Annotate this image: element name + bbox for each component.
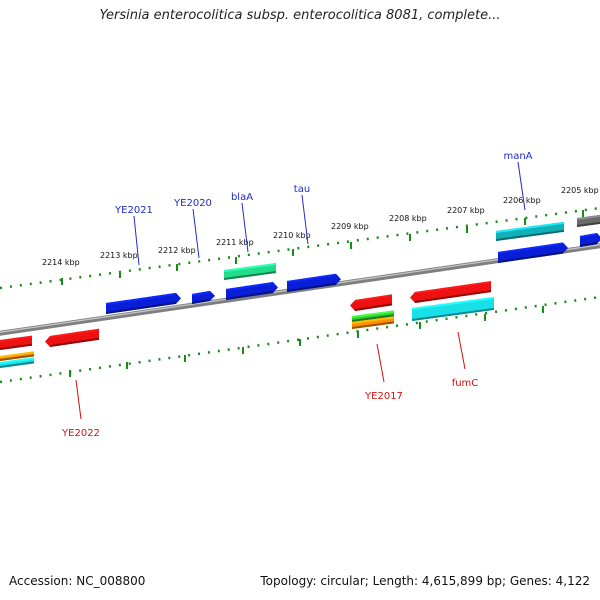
scale-track-top bbox=[0, 206, 600, 290]
scale-label-3: 2211 kbp bbox=[216, 238, 254, 247]
map-title: Yersinia enterocolitica subsp. enterocol… bbox=[99, 8, 501, 23]
gene-blaa[interactable] bbox=[225, 281, 278, 300]
gene-ye2020-shadow bbox=[191, 298, 211, 304]
scale-label-7: 2207 kbp bbox=[447, 206, 485, 215]
feature-teal-mana-highlight bbox=[495, 221, 565, 233]
scale-label-0: 2214 kbp bbox=[42, 258, 80, 267]
leader-line-ye2020 bbox=[192, 208, 200, 259]
gene-label-ye2022[interactable]: YE2022 bbox=[61, 428, 100, 439]
feature-cyan-edge-highlight bbox=[0, 357, 35, 364]
gene-mana-body bbox=[498, 242, 568, 263]
gene-label-fumc[interactable]: fumC bbox=[452, 378, 479, 389]
scale-label-8: 2206 kbp bbox=[503, 196, 541, 205]
gene-fumc-highlight bbox=[414, 281, 492, 294]
gene-ye2022-shadow bbox=[49, 337, 100, 347]
accession-label: Accession: NC_008800 bbox=[9, 574, 146, 588]
gene-label-tau[interactable]: tau bbox=[294, 184, 310, 195]
gene-mana-shadow bbox=[497, 251, 564, 263]
feature-gray-edge[interactable] bbox=[576, 214, 600, 227]
gene-ye2022-body bbox=[45, 328, 99, 347]
gene-reverse-edge-shadow bbox=[0, 343, 33, 350]
scale-label-5: 2209 kbp bbox=[331, 222, 369, 231]
feature-green-blaa-highlight bbox=[223, 262, 277, 272]
leader-line-fumc bbox=[457, 331, 466, 370]
scale-label-4: 2210 kbp bbox=[273, 231, 311, 240]
gene-fumc-body bbox=[410, 281, 491, 303]
gene-tau-body bbox=[287, 273, 341, 292]
gene-tau-shadow bbox=[286, 282, 337, 292]
gene-ye2017[interactable] bbox=[350, 294, 393, 311]
scale-label-2: 2212 kbp bbox=[158, 246, 196, 255]
feature-cyan-edge[interactable] bbox=[0, 357, 35, 368]
feature-orange-edge-highlight bbox=[0, 351, 35, 358]
gene-label-blaa[interactable]: blaA bbox=[231, 192, 253, 203]
gene-forward-edge-shadow bbox=[579, 242, 598, 247]
feature-orange-ye2017-shadow bbox=[351, 321, 395, 329]
feature-cyan-fumc-highlight bbox=[411, 296, 495, 310]
gene-ye2020-highlight bbox=[191, 290, 211, 296]
gene-ye2017-highlight bbox=[354, 294, 393, 302]
leader-line-ye2021 bbox=[133, 215, 140, 266]
genome-summary: Topology: circular; Length: 4,615,899 bp… bbox=[260, 574, 590, 588]
leader-line-mana bbox=[517, 161, 526, 211]
gene-ye2021-highlight bbox=[105, 292, 177, 305]
feature-orange-ye2017[interactable] bbox=[351, 316, 395, 329]
feature-cyan-edge-shadow bbox=[0, 361, 35, 368]
gene-ye2020[interactable] bbox=[191, 290, 215, 304]
leader-line-ye2017 bbox=[376, 343, 385, 383]
feature-green-blaa[interactable] bbox=[223, 262, 277, 280]
gene-ye2022[interactable] bbox=[45, 328, 100, 347]
feature-cyan-fumc-body bbox=[412, 296, 494, 321]
gene-label-ye2020[interactable]: YE2020 bbox=[173, 198, 212, 209]
feature-green-blaa-body bbox=[224, 262, 276, 280]
gene-label-mana[interactable]: manA bbox=[503, 151, 532, 162]
scale-track-bottom bbox=[0, 295, 600, 384]
gene-reverse-edge[interactable] bbox=[0, 335, 33, 350]
scale-label-6: 2208 kbp bbox=[389, 214, 427, 223]
gene-reverse-edge-highlight bbox=[0, 335, 33, 342]
feature-orange-ye2017-highlight bbox=[351, 316, 395, 324]
feature-orange-edge[interactable] bbox=[0, 351, 35, 361]
gene-blaa-body bbox=[226, 281, 278, 300]
gene-blaa-shadow bbox=[225, 290, 274, 300]
gene-mana[interactable] bbox=[497, 242, 568, 263]
leader-line-blaa bbox=[241, 202, 249, 253]
feature-teal-mana-body bbox=[496, 221, 564, 241]
gene-blaa-highlight bbox=[225, 281, 274, 291]
scale-label-9: 2205 kbp bbox=[561, 186, 599, 195]
gene-ye2021-shadow bbox=[105, 301, 177, 314]
gene-ye2021-body bbox=[106, 292, 181, 314]
feature-lime-ye2017-shadow bbox=[351, 314, 395, 322]
gene-ye2022-highlight bbox=[49, 328, 100, 338]
gene-mana-highlight bbox=[497, 242, 564, 254]
feature-green-blaa-shadow bbox=[223, 270, 277, 280]
gene-forward-edge-highlight bbox=[579, 233, 598, 238]
gene-label-ye2021[interactable]: YE2021 bbox=[114, 205, 153, 216]
feature-gray-edge-shadow bbox=[576, 221, 600, 227]
gene-fumc-shadow bbox=[414, 290, 492, 303]
feature-lime-ye2017-highlight bbox=[351, 310, 395, 318]
leader-line-ye2022 bbox=[75, 379, 82, 420]
gene-tau-highlight bbox=[286, 273, 337, 283]
feature-cyan-fumc[interactable] bbox=[411, 296, 495, 321]
feature-gray-edge-highlight bbox=[576, 214, 600, 220]
gene-fumc[interactable] bbox=[410, 281, 492, 303]
gene-tau[interactable] bbox=[286, 273, 341, 292]
leader-line-tau bbox=[301, 194, 309, 245]
gene-forward-edge[interactable] bbox=[579, 233, 600, 247]
gene-label-ye2017[interactable]: YE2017 bbox=[364, 391, 403, 402]
scale-label-1: 2213 kbp bbox=[100, 251, 138, 260]
feature-lime-ye2017[interactable] bbox=[351, 310, 395, 322]
gene-ye2017-shadow bbox=[354, 303, 393, 311]
feature-teal-mana[interactable] bbox=[495, 221, 565, 241]
gene-ye2021[interactable] bbox=[105, 292, 181, 314]
feature-teal-mana-shadow bbox=[495, 229, 565, 241]
feature-orange-edge-shadow bbox=[0, 354, 35, 361]
feature-cyan-fumc-shadow bbox=[411, 307, 495, 321]
